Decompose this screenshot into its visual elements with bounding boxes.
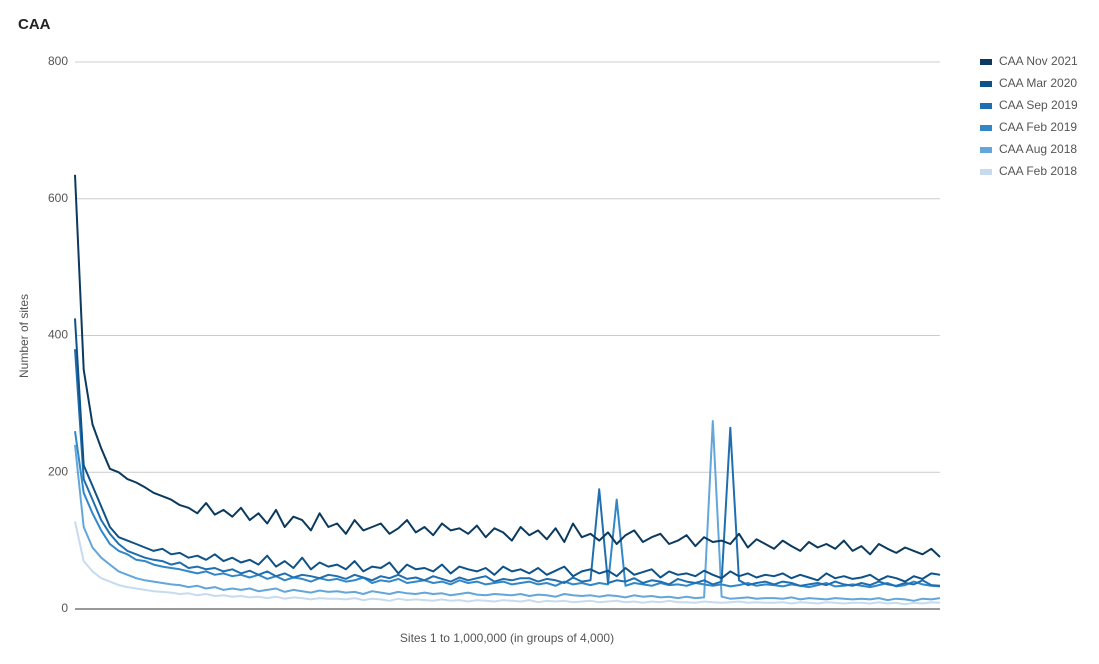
legend-swatch <box>980 59 992 65</box>
legend-swatch <box>980 125 992 131</box>
legend-label: CAA Feb 2018 <box>999 164 1077 178</box>
series-line <box>74 349 941 587</box>
series-line <box>74 521 941 606</box>
legend-label: CAA Sep 2019 <box>999 98 1078 112</box>
legend-swatch <box>980 103 992 109</box>
series-line <box>74 174 941 558</box>
y-tick-label: 0 <box>61 601 68 615</box>
x-axis-label: Sites 1 to 1,000,000 (in groups of 4,000… <box>400 631 614 645</box>
y-tick-label: 200 <box>48 464 68 478</box>
legend-swatch <box>980 81 992 87</box>
chart-title: CAA <box>18 16 51 33</box>
legend-swatch <box>980 169 992 175</box>
legend-label: CAA Nov 2021 <box>999 54 1078 68</box>
y-tick-label: 400 <box>48 328 68 342</box>
series-line <box>74 431 941 589</box>
legend-label: CAA Mar 2020 <box>999 76 1077 90</box>
y-tick-label: 800 <box>48 54 68 68</box>
y-axis-label: Number of sites <box>17 294 31 378</box>
y-tick-label: 600 <box>48 191 68 205</box>
legend-swatch <box>980 147 992 153</box>
legend-label: CAA Aug 2018 <box>999 142 1077 156</box>
series-line <box>74 420 941 602</box>
legend-label: CAA Feb 2019 <box>999 120 1077 134</box>
series-line <box>74 318 941 583</box>
